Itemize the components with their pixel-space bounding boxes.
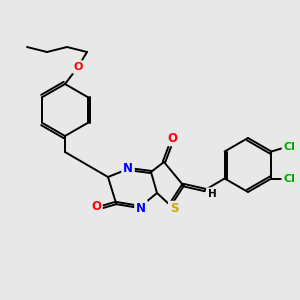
Text: N: N (123, 161, 133, 175)
Text: S: S (170, 202, 178, 215)
Text: O: O (73, 62, 83, 72)
Text: N: N (136, 202, 146, 214)
Text: O: O (167, 131, 177, 145)
Text: O: O (91, 200, 101, 214)
Text: Cl: Cl (284, 142, 295, 152)
Text: Cl: Cl (284, 173, 295, 184)
Text: H: H (208, 189, 216, 199)
